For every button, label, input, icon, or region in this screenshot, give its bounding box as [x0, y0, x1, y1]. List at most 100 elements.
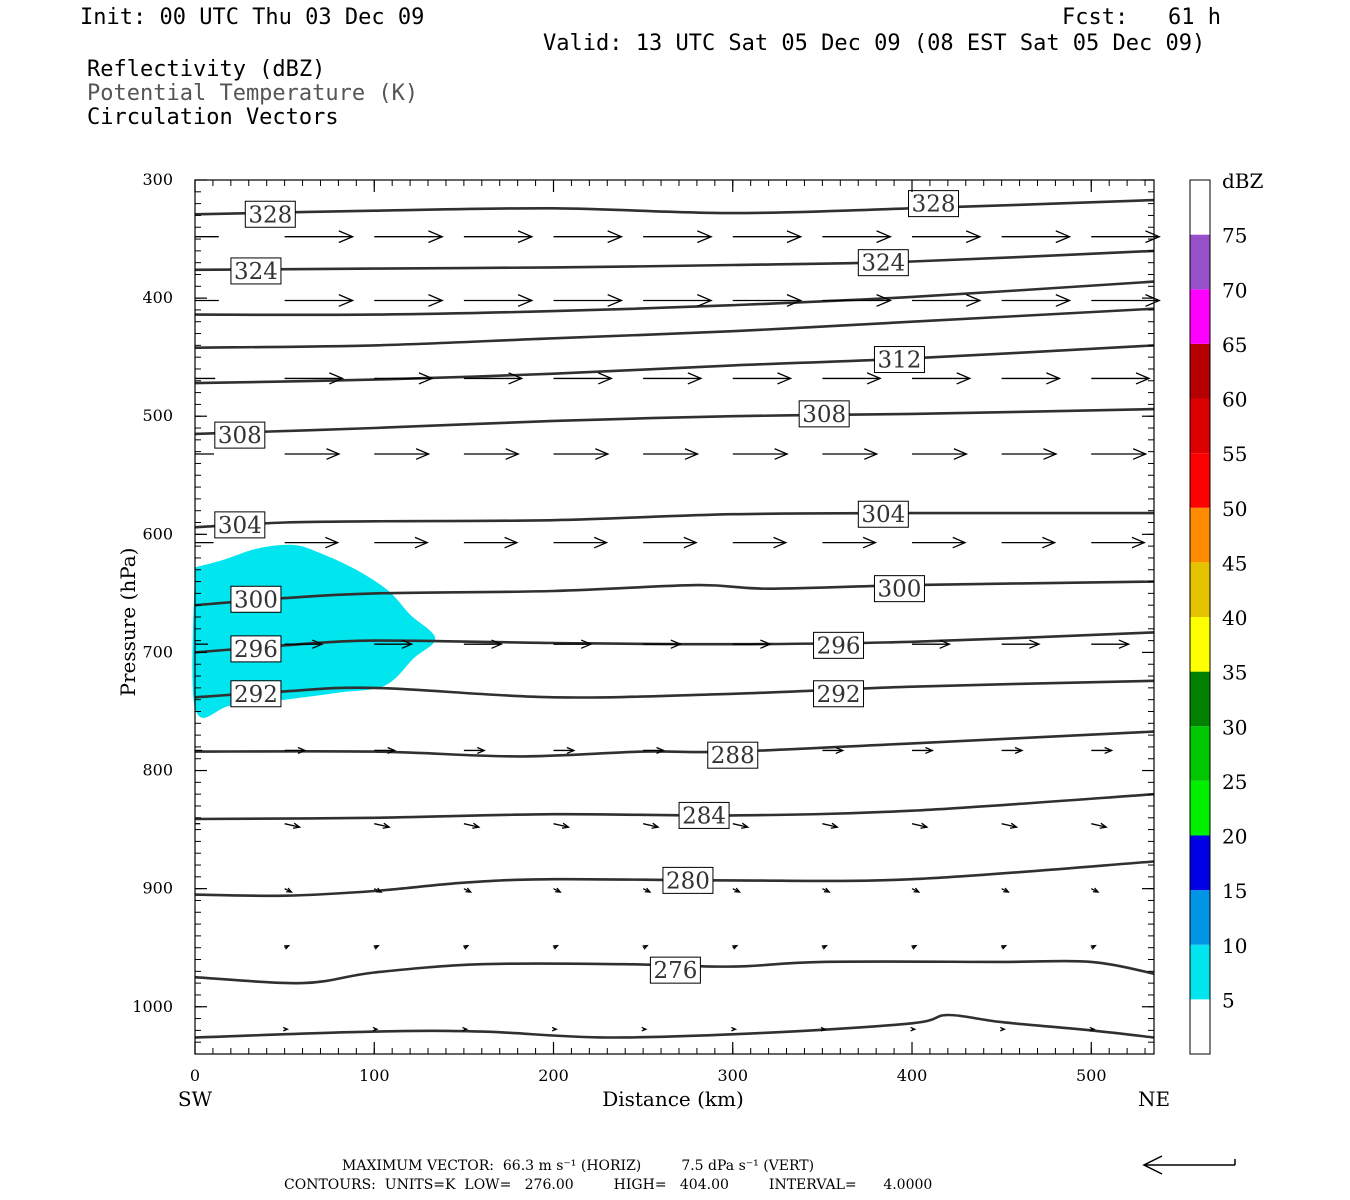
contour-label-304: 304 — [861, 502, 905, 528]
colorbar-level-label: 10 — [1222, 934, 1247, 958]
colorbar-segment — [1190, 671, 1210, 727]
colorbar-level-label: 75 — [1222, 224, 1247, 248]
circulation-vector — [1001, 822, 1019, 829]
circulation-vector — [643, 294, 713, 307]
circulation-vector — [643, 372, 703, 385]
colorbar-segment — [1190, 944, 1210, 1000]
circulation-vector — [1001, 746, 1024, 755]
colorbar-segment — [1190, 562, 1210, 617]
circulation-vector — [553, 822, 571, 829]
colorbar-level-label: 15 — [1222, 879, 1247, 903]
y-tick-label: 300 — [142, 170, 173, 189]
theta-contour-320 — [194, 280, 1155, 317]
circulation-vector — [912, 448, 969, 460]
circulation-vector — [822, 536, 878, 549]
contour-label-296: 296 — [817, 633, 861, 659]
colorbar-segment — [1190, 780, 1210, 836]
theta-contour-324 — [194, 249, 1155, 272]
circulation-vector — [732, 887, 742, 893]
circulation-vector — [1091, 294, 1161, 307]
colorbar-level-label: 30 — [1222, 715, 1247, 739]
contour-label-324: 324 — [234, 259, 278, 285]
reference-vector — [1142, 1155, 1236, 1175]
circulation-vector — [822, 822, 839, 829]
contour-label-300: 300 — [878, 577, 922, 603]
circulation-vector — [1090, 887, 1100, 893]
colorbar-level-label: 65 — [1222, 333, 1247, 357]
contour-label-280: 280 — [666, 868, 710, 894]
colorbar-segment — [1190, 289, 1210, 344]
contour-label-box — [678, 801, 730, 829]
y-tick-label: 400 — [142, 288, 173, 307]
circulation-vector — [282, 1026, 290, 1032]
circulation-vector — [732, 372, 793, 385]
circulation-vector — [553, 536, 609, 549]
circulation-vector — [284, 822, 302, 829]
circulation-vector — [912, 372, 972, 385]
init-time: Init: 00 UTC Thu 03 Dec 09 — [80, 5, 425, 30]
circulation-vector — [284, 639, 324, 649]
colorbar-segment — [1190, 343, 1210, 399]
circulation-vector — [463, 822, 481, 829]
circulation-vector — [284, 536, 340, 549]
colorbar-segment — [1190, 398, 1210, 454]
theta-contour-292 — [194, 679, 1155, 699]
colorbar-segment — [1190, 617, 1210, 672]
circulation-vector — [1001, 230, 1072, 244]
circulation-vector — [372, 1026, 379, 1032]
y-tick-label: 800 — [142, 761, 173, 780]
circulation-vector — [1091, 372, 1151, 385]
circulation-vector — [284, 887, 293, 893]
circulation-vector — [463, 944, 470, 950]
field-theta: Potential Temperature (K) — [87, 81, 419, 106]
circulation-vector — [284, 294, 355, 307]
colorbar-level-label: 60 — [1222, 388, 1247, 412]
circulation-vector — [822, 230, 893, 244]
circulation-vector — [553, 448, 610, 460]
circulation-vector — [911, 944, 918, 950]
circulation-vector — [284, 448, 341, 460]
colorbar-segment — [1190, 234, 1210, 290]
circulation-vector — [374, 639, 414, 649]
x-axis-label: Distance (km) — [602, 1087, 744, 1111]
circulation-vector — [1091, 448, 1148, 460]
colorbar-segment — [1190, 453, 1210, 508]
contour-label-296: 296 — [234, 637, 278, 663]
contour-label-box — [230, 257, 282, 285]
colorbar-level-label: 70 — [1222, 278, 1247, 302]
y-axis-label: Pressure (hPa) — [116, 548, 140, 697]
circulation-vector — [732, 822, 750, 829]
contour-label-box — [873, 575, 925, 603]
circulation-vector — [283, 944, 291, 950]
x-tick-label: 200 — [538, 1066, 569, 1085]
circulation-vector — [374, 746, 397, 755]
contour-label-box — [662, 866, 714, 894]
contour-label-box — [707, 741, 759, 769]
contour-label-284: 284 — [682, 803, 726, 829]
x-left-end-label: SW — [178, 1087, 213, 1111]
contour-label-box — [798, 400, 850, 428]
contours-note: CONTOURS: UNITS=K LOW= 276.00 HIGH= 404.… — [284, 1177, 933, 1193]
circulation-vector — [284, 746, 307, 755]
valid-time: Valid: 13 UTC Sat 05 Dec 09 (08 EST Sat … — [543, 31, 1206, 56]
theta-contour-308 — [194, 407, 1155, 436]
circulation-vector — [999, 1026, 1007, 1032]
circulation-vector — [1091, 746, 1114, 755]
circulation-vector — [462, 1026, 469, 1032]
circulation-vector — [642, 822, 660, 829]
colorbar-unit-label: dBZ — [1222, 169, 1264, 193]
circulation-vector — [373, 887, 383, 893]
colorbar-segment — [1190, 726, 1210, 781]
circulation-vector — [284, 372, 345, 385]
circulation-vector — [732, 536, 788, 549]
circulation-vector — [1089, 1026, 1096, 1032]
x-tick-label: 500 — [1076, 1066, 1107, 1085]
circulation-vector — [553, 746, 576, 755]
circulation-vector — [1000, 944, 1008, 950]
circulation-vector — [643, 230, 713, 244]
theta-contour-316 — [194, 307, 1155, 349]
circulation-vector — [822, 746, 845, 755]
circulation-vector — [643, 746, 666, 755]
contour-label-box — [857, 249, 909, 277]
circulation-vector — [643, 639, 683, 649]
